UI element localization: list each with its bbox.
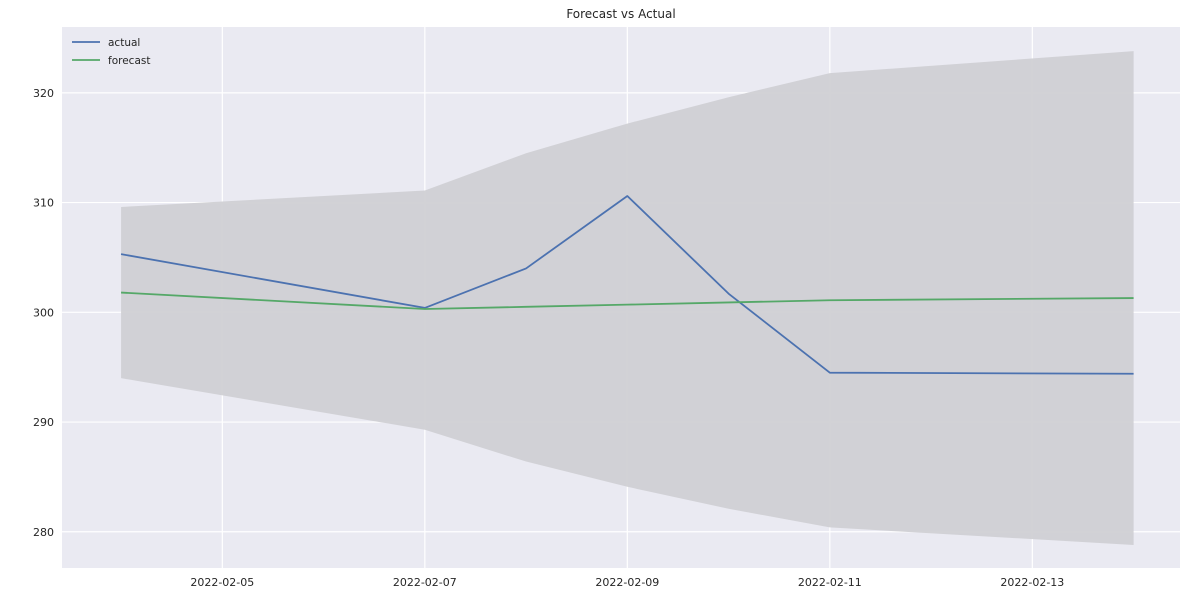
x-tick-label: 2022-02-13	[1000, 576, 1064, 589]
x-tick-label: 2022-02-05	[190, 576, 254, 589]
legend-label-actual: actual	[108, 37, 140, 49]
legend: actual forecast	[72, 37, 150, 67]
y-axis-ticks: 280 290 300 310 320	[33, 87, 54, 539]
y-tick-label: 280	[33, 526, 54, 539]
y-tick-label: 290	[33, 416, 54, 429]
y-tick-label: 320	[33, 87, 54, 100]
interval-band	[121, 51, 1134, 545]
x-tick-label: 2022-02-09	[595, 576, 659, 589]
y-tick-label: 310	[33, 197, 54, 210]
x-tick-label: 2022-02-07	[393, 576, 457, 589]
confidence-interval	[121, 51, 1134, 545]
legend-label-forecast: forecast	[108, 55, 150, 67]
series-lines	[120, 195, 1134, 375]
y-tick-label: 300	[33, 306, 54, 319]
x-axis-ticks: 2022-02-05 2022-02-07 2022-02-09 2022-02-11…	[190, 576, 1064, 589]
chart-title: Forecast vs Actual	[566, 7, 675, 21]
x-tick-label: 2022-02-11	[798, 576, 862, 589]
